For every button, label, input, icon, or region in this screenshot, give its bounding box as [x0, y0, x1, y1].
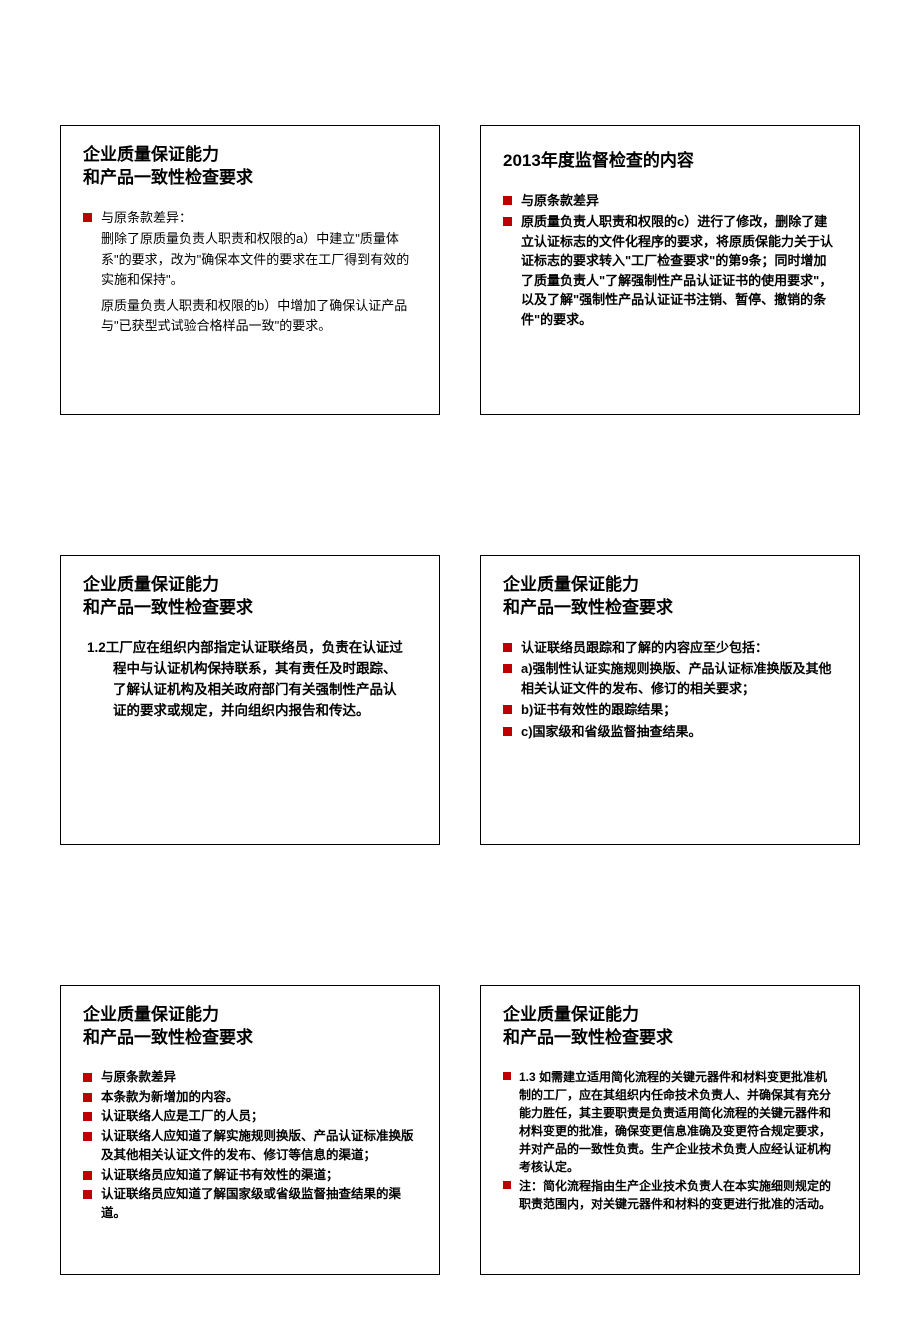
bullet-item: 本条款为新增加的内容。 — [83, 1088, 417, 1107]
bullet-item: 认证联络人应是工厂的人员； — [83, 1107, 417, 1126]
slide-title: 企业质量保证能力 和产品一致性检查要求 — [83, 144, 417, 190]
paragraph: 原质量负责人职责和权限的b）中增加了确保认证产品与"已获型式试验合格样品一致"的… — [83, 296, 417, 336]
bullet-item: 认证联络员跟踪和了解的内容应至少包括： — [503, 638, 837, 658]
title-line: 和产品一致性检查要求 — [503, 598, 673, 617]
paragraph: 1.2工厂应在组织内部指定认证联络员，负责在认证过程中与认证机构保持联系，其有责… — [83, 638, 417, 722]
slide-4: 企业质量保证能力 和产品一致性检查要求 认证联络员跟踪和了解的内容应至少包括： … — [480, 555, 860, 845]
slide-title: 企业质量保证能力 和产品一致性检查要求 — [83, 574, 417, 620]
title-line: 和产品一致性检查要求 — [503, 1028, 673, 1047]
bullet-item: c)国家级和省级监督抽查结果。 — [503, 722, 837, 742]
title-line: 企业质量保证能力 — [83, 145, 219, 164]
title-line: 2013年度监督检查的内容 — [503, 151, 694, 170]
bullet-item: 注：简化流程指由生产企业技术负责人在本实施细则规定的职责范围内，对关键元器件和材… — [503, 1177, 837, 1213]
bullet-item: 与原条款差异： — [83, 208, 417, 228]
title-line: 和产品一致性检查要求 — [83, 168, 253, 187]
slide-title: 企业质量保证能力 和产品一致性检查要求 — [503, 1004, 837, 1050]
title-line: 企业质量保证能力 — [503, 575, 639, 594]
bullet-item: 1.3 如需建立适用简化流程的关键元器件和材料变更批准机制的工厂，应在其组织内任… — [503, 1068, 837, 1176]
bullet-list: 与原条款差异 本条款为新增加的内容。 认证联络人应是工厂的人员； 认证联络人应知… — [83, 1068, 417, 1223]
bullet-item: 认证联络员应知道了解国家级或省级监督抽查结果的渠道。 — [83, 1185, 417, 1223]
slide-5: 企业质量保证能力 和产品一致性检查要求 与原条款差异 本条款为新增加的内容。 认… — [60, 985, 440, 1275]
slide-row-3: 企业质量保证能力 和产品一致性检查要求 与原条款差异 本条款为新增加的内容。 认… — [0, 905, 920, 1335]
title-line: 企业质量保证能力 — [83, 1005, 219, 1024]
bullet-list: 1.3 如需建立适用简化流程的关键元器件和材料变更批准机制的工厂，应在其组织内任… — [503, 1068, 837, 1213]
slide-row-2: 企业质量保证能力 和产品一致性检查要求 1.2工厂应在组织内部指定认证联络员，负… — [0, 475, 920, 905]
slide-3: 企业质量保证能力 和产品一致性检查要求 1.2工厂应在组织内部指定认证联络员，负… — [60, 555, 440, 845]
bullet-item: a)强制性认证实施规则换版、产品认证标准换版及其他相关认证文件的发布、修订的相关… — [503, 659, 837, 698]
title-line: 企业质量保证能力 — [83, 575, 219, 594]
slide-title: 企业质量保证能力 和产品一致性检查要求 — [503, 574, 837, 620]
slide-title: 企业质量保证能力 和产品一致性检查要求 — [83, 1004, 417, 1050]
slide-1: 企业质量保证能力 和产品一致性检查要求 与原条款差异： 删除了原质量负责人职责和… — [60, 125, 440, 415]
slide-2: 2013年度监督检查的内容 与原条款差异 原质量负责人职责和权限的c）进行了修改… — [480, 125, 860, 415]
bullet-item: 与原条款差异 — [503, 191, 837, 211]
title-line: 和产品一致性检查要求 — [83, 598, 253, 617]
bullet-item: 认证联络人应知道了解实施规则换版、产品认证标准换版及其他相关认证文件的发布、修订… — [83, 1127, 417, 1165]
paragraph: 删除了原质量负责人职责和权限的a）中建立"质量体系"的要求，改为"确保本文件的要… — [83, 229, 417, 289]
slide-title: 2013年度监督检查的内容 — [503, 150, 837, 173]
bullet-list: 与原条款差异 原质量负责人职责和权限的c）进行了修改，删除了建立认证标志的文件化… — [503, 191, 837, 330]
slide-6: 企业质量保证能力 和产品一致性检查要求 1.3 如需建立适用简化流程的关键元器件… — [480, 985, 860, 1275]
bullet-list: 与原条款差异： — [83, 208, 417, 228]
title-line: 和产品一致性检查要求 — [83, 1028, 253, 1047]
title-line: 企业质量保证能力 — [503, 1005, 639, 1024]
bullet-item: 与原条款差异 — [83, 1068, 417, 1087]
bullet-item: 原质量负责人职责和权限的c）进行了修改，删除了建立认证标志的文件化程序的要求，将… — [503, 212, 837, 329]
bullet-list: 认证联络员跟踪和了解的内容应至少包括： a)强制性认证实施规则换版、产品认证标准… — [503, 638, 837, 742]
bullet-item: 认证联络员应知道了解证书有效性的渠道； — [83, 1166, 417, 1185]
bullet-item: b)证书有效性的跟踪结果； — [503, 700, 837, 720]
slide-row-1: 企业质量保证能力 和产品一致性检查要求 与原条款差异： 删除了原质量负责人职责和… — [0, 0, 920, 475]
